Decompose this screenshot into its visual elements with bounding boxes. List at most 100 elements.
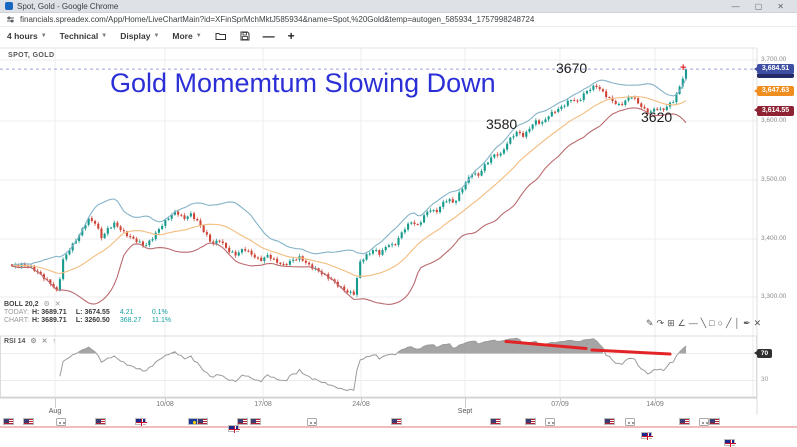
trendline-tool-icon[interactable]: ╲	[700, 318, 707, 328]
save-chart-icon[interactable]	[240, 31, 250, 41]
uk-flag-icon[interactable]	[641, 432, 653, 440]
open-chart-icon[interactable]	[215, 31, 227, 41]
maximize-icon[interactable]: ▢	[754, 1, 763, 11]
price-axis-label: 3,300.00	[761, 293, 787, 300]
browser-titlebar: Spot, Gold - Google Chrome — ▢ ✕	[0, 0, 797, 13]
time-axis-label: 10/08	[156, 401, 174, 408]
chevron-down-icon: ▼	[40, 33, 47, 39]
bottom-divider	[0, 426, 797, 428]
chevron-down-icon: ▼	[195, 33, 202, 39]
price-axis-label: 3,500.00	[761, 176, 787, 183]
rect-tool-icon[interactable]: □	[709, 318, 715, 328]
pen-tool-icon[interactable]: ✒	[743, 318, 751, 328]
uk-flag-icon[interactable]	[135, 418, 147, 426]
hline-tool-icon[interactable]: —	[688, 318, 698, 328]
pointer-tool-icon[interactable]: ✎	[646, 318, 654, 328]
boll-mid-badge: 3,647.63	[754, 86, 794, 97]
technical-menu[interactable]: Technical ▼	[59, 31, 108, 41]
time-axis-label: 17/08	[254, 401, 272, 408]
badge-tip	[754, 351, 757, 355]
ray-tool-icon[interactable]: ╱	[726, 318, 732, 328]
close-tool-icon[interactable]: ✕	[753, 318, 762, 328]
ellipse-tool-icon[interactable]: ○	[717, 318, 724, 328]
us-flag-icon[interactable]	[237, 418, 248, 425]
rsi-lower-level-label: 30	[761, 376, 769, 383]
axis-tick	[55, 398, 56, 408]
gear-icon[interactable]: ⚙	[30, 338, 37, 345]
uk-flag-icon[interactable]	[724, 439, 736, 447]
zoom-out-icon[interactable]: —	[262, 29, 275, 43]
boll-legend: BOLL 20,2 ⚙ ✕ TODAY: H: 3689.71 L: 3674.…	[4, 301, 171, 325]
browser-urlbar[interactable]: financials.spreadex.com/App/Home/LiveCha…	[0, 13, 797, 27]
us-flag-icon[interactable]	[23, 418, 34, 425]
last-price-marker: +	[680, 62, 687, 74]
price-level-annotation: 3670	[556, 60, 588, 76]
time-axis-label: Sept	[457, 408, 473, 415]
boll-today-row: TODAY: H: 3689.71 L: 3674.55 4.21 0.1%	[4, 309, 168, 316]
axis-tick	[655, 398, 656, 402]
us-flag-icon[interactable]	[525, 418, 536, 425]
zoom-in-icon[interactable]: +	[287, 29, 295, 43]
price-axis-label: 3,700.00	[761, 56, 787, 63]
price-chart[interactable]	[0, 0, 797, 429]
us-flag-icon[interactable]	[197, 418, 208, 425]
time-axis-label: 07/09	[551, 401, 569, 408]
url-text[interactable]: financials.spreadex.com/App/Home/LiveCha…	[20, 15, 535, 24]
window-title: Spot, Gold - Google Chrome	[17, 1, 119, 11]
chevron-down-icon: ▼	[101, 33, 108, 39]
badge-tip	[754, 88, 757, 93]
calendar-event-icon[interactable]	[307, 418, 317, 426]
minimize-icon[interactable]: —	[731, 1, 740, 11]
us-flag-icon[interactable]	[604, 418, 615, 425]
arc-tool-icon[interactable]: ↷	[656, 318, 665, 328]
us-flag-icon[interactable]	[679, 418, 690, 425]
axis-tick	[165, 398, 166, 402]
us-flag-icon[interactable]	[250, 418, 261, 425]
chevron-down-icon: ▼	[153, 33, 160, 39]
site-favicon	[5, 2, 13, 10]
time-axis-label: 14/09	[646, 401, 664, 408]
display-menu[interactable]: Display ▼	[120, 31, 160, 41]
price-level-annotation: 3620	[641, 109, 673, 125]
price-level-annotation: 3580	[486, 116, 518, 132]
symbol-label: SPOT, GOLD	[8, 52, 55, 59]
axis-tick	[465, 398, 466, 408]
calendar-event-icon[interactable]	[56, 418, 66, 426]
price-axis-label: 3,600.00	[761, 117, 787, 124]
interval-menu[interactable]: 4 hours ▼	[7, 31, 47, 41]
axis-tick	[263, 398, 264, 402]
grid-tool-icon[interactable]: ⊞	[667, 318, 675, 328]
close-icon[interactable]: ✕	[41, 338, 48, 345]
axis-tick	[361, 398, 362, 402]
headline-annotation: Gold Momemtum Slowing Down	[110, 68, 496, 98]
us-flag-icon[interactable]	[3, 418, 14, 425]
us-flag-icon[interactable]	[490, 418, 501, 425]
fan-tool-icon[interactable]: ∠	[677, 318, 686, 328]
price-axis-label: 3,400.00	[761, 235, 787, 242]
badge-tip	[754, 66, 757, 71]
gear-icon[interactable]: ⚙	[43, 301, 50, 308]
us-flag-icon[interactable]	[709, 418, 720, 425]
axis-tick	[560, 398, 561, 402]
calendar-event-icon[interactable]	[545, 418, 555, 426]
us-flag-icon[interactable]	[95, 418, 106, 425]
us-flag-icon[interactable]	[391, 418, 402, 425]
boll-title: BOLL 20,2	[4, 301, 39, 308]
more-menu[interactable]: More ▼	[172, 31, 202, 41]
arrow-up-icon[interactable]: ↑	[52, 338, 56, 345]
boll-lower-badge: 3,614.55	[754, 105, 794, 116]
chart-toolbar: 4 hours ▼ Technical ▼ Display ▼ More ▼ — +	[0, 28, 797, 44]
calendar-event-icon[interactable]	[699, 418, 709, 426]
boll-chart-row: CHART: H: 3689.71 L: 3260.50 368.27 11.1…	[4, 317, 172, 324]
close-icon[interactable]: ✕	[777, 1, 784, 11]
rsi-level-badge[interactable]: 70	[754, 349, 772, 358]
toolbar-divider: │	[734, 318, 741, 328]
site-info-icon[interactable]	[6, 15, 15, 24]
badge-tip	[754, 108, 757, 113]
calendar-event-icon[interactable]	[625, 418, 635, 426]
drawing-toolbar: ✎ ↷ ⊞ ∠ — ╲ □ ○ ╱ │ ✒ ✕	[646, 318, 761, 329]
close-icon[interactable]: ✕	[54, 301, 61, 308]
last-price-badge-sub	[757, 74, 794, 78]
rsi-legend: RSI 14 ⚙ ✕ ↑	[4, 337, 56, 345]
rsi-title: RSI 14	[4, 338, 26, 345]
